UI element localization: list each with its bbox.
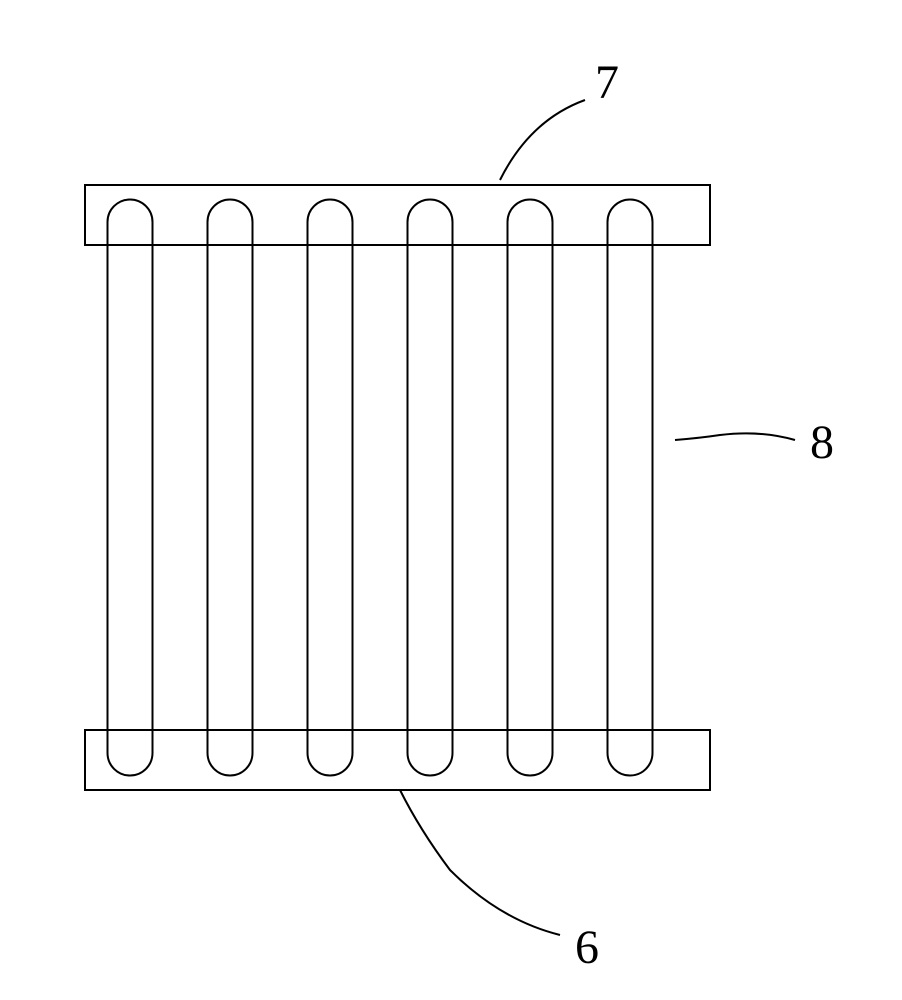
label-7: 7 <box>595 55 619 110</box>
top-plate <box>85 185 710 245</box>
diagram-canvas <box>0 0 902 1000</box>
label-8: 8 <box>810 415 834 470</box>
bottom-plate <box>85 730 710 790</box>
label-6: 6 <box>575 920 599 975</box>
bars-group <box>108 245 653 730</box>
